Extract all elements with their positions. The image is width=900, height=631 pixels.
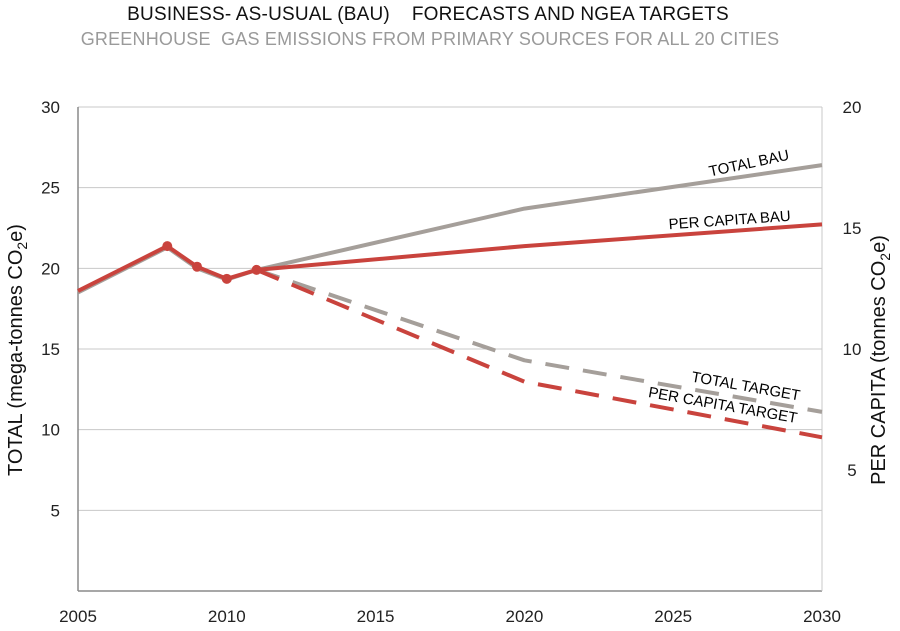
y-right-tick-20: 20 xyxy=(843,98,862,117)
y-left-tick-15: 15 xyxy=(41,340,60,359)
series-total-target xyxy=(255,268,823,414)
right-axis-label: PER CAPITA (tonnes CO2e) xyxy=(868,235,893,485)
marker-2010 xyxy=(221,273,232,284)
marker-2009 xyxy=(192,261,203,272)
chart-title: BUSINESS- AS-USUAL (BAU) FORECASTS AND N… xyxy=(127,4,729,25)
right-axis-ticks: 5 10 15 20 xyxy=(843,98,862,480)
x-tick-2005: 2005 xyxy=(59,607,97,626)
y-left-tick-20: 20 xyxy=(41,259,60,278)
y-left-tick-25: 25 xyxy=(41,179,60,198)
x-tick-2010: 2010 xyxy=(208,607,246,626)
x-tick-2030: 2030 xyxy=(803,607,841,626)
y-right-tick-15: 15 xyxy=(843,219,862,238)
right-axis-label-main: PER CAPITA (tonnes CO xyxy=(868,261,890,485)
x-tick-2025: 2025 xyxy=(654,607,692,626)
markers-layer xyxy=(162,241,262,284)
left-axis-label-main: TOTAL (mega-tonnes CO xyxy=(5,250,27,476)
y-left-tick-30: 30 xyxy=(41,98,60,117)
left-axis-ticks: 5 10 15 20 25 30 xyxy=(41,98,60,520)
x-tick-2015: 2015 xyxy=(357,607,395,626)
x-axis-ticks: 2005 2010 2015 2020 2025 2030 xyxy=(59,607,841,626)
y-right-tick-10: 10 xyxy=(843,340,862,359)
y-left-tick-10: 10 xyxy=(41,421,60,440)
y-left-tick-5: 5 xyxy=(51,501,60,520)
series-per-capita-target xyxy=(255,268,823,440)
marker-2008 xyxy=(162,241,173,252)
series-per-capita-bau xyxy=(77,222,823,293)
right-axis-label-subscript: 2 xyxy=(877,253,893,261)
right-axis-label-end: e) xyxy=(868,235,890,253)
marker-2011 xyxy=(251,264,262,275)
left-axis-label: TOTAL (mega-tonnes CO2e) xyxy=(5,224,30,476)
left-axis-label-subscript: 2 xyxy=(14,242,30,250)
x-tick-2020: 2020 xyxy=(505,607,543,626)
left-axis-label-end: e) xyxy=(5,224,27,242)
y-right-tick-5: 5 xyxy=(847,461,856,480)
chart-subtitle: GREENHOUSE GAS EMISSIONS FROM PRIMARY SO… xyxy=(81,29,780,49)
